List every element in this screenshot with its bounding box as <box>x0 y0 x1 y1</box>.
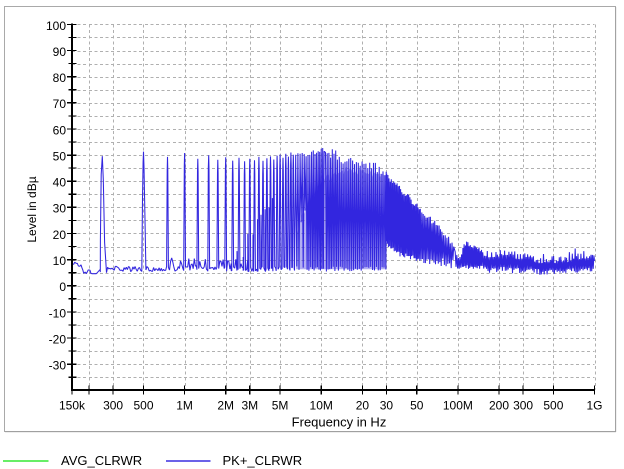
svg-text:Frequency in Hz: Frequency in Hz <box>292 415 387 430</box>
svg-text:70: 70 <box>53 97 67 111</box>
svg-text:300: 300 <box>513 399 533 413</box>
svg-text:-10: -10 <box>49 306 67 320</box>
svg-text:1M: 1M <box>176 399 193 413</box>
svg-text:100M: 100M <box>443 399 473 413</box>
svg-text:500: 500 <box>543 399 563 413</box>
svg-text:-20: -20 <box>49 332 67 346</box>
svg-text:1G: 1G <box>586 399 602 413</box>
svg-text:PK+_CLRWR: PK+_CLRWR <box>223 453 303 468</box>
svg-text:AVG_CLRWR: AVG_CLRWR <box>61 453 142 468</box>
svg-text:100: 100 <box>46 19 66 33</box>
svg-text:50: 50 <box>410 399 424 413</box>
svg-text:90: 90 <box>53 45 67 59</box>
svg-text:150k: 150k <box>59 399 86 413</box>
svg-text:3M: 3M <box>241 399 258 413</box>
svg-text:20: 20 <box>356 399 370 413</box>
svg-text:200: 200 <box>489 399 509 413</box>
svg-text:30: 30 <box>53 202 67 216</box>
svg-text:20: 20 <box>53 228 67 242</box>
svg-text:300: 300 <box>103 399 123 413</box>
svg-text:5M: 5M <box>272 399 289 413</box>
svg-text:10: 10 <box>53 254 67 268</box>
svg-text:60: 60 <box>53 123 67 137</box>
svg-text:500: 500 <box>133 399 153 413</box>
svg-text:Level in dBµ: Level in dBµ <box>25 176 39 242</box>
svg-text:10M: 10M <box>310 399 333 413</box>
svg-text:30: 30 <box>380 399 394 413</box>
svg-text:40: 40 <box>53 176 67 190</box>
svg-text:80: 80 <box>53 71 67 85</box>
svg-text:50: 50 <box>53 150 67 164</box>
svg-text:0: 0 <box>59 280 66 294</box>
svg-text:2M: 2M <box>217 399 234 413</box>
svg-text:-30: -30 <box>49 359 67 373</box>
